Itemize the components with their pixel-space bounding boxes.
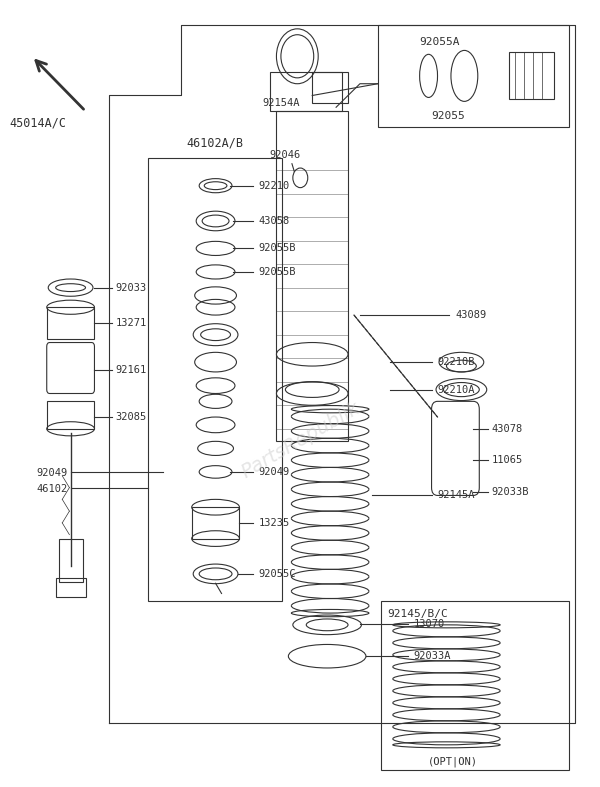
Bar [148,158,283,601]
Text: 92049: 92049 [259,467,290,477]
Text: 92055B: 92055B [259,243,296,253]
Text: 92210: 92210 [259,181,290,190]
Text: 92210B: 92210B [437,357,475,367]
Text: 13235: 13235 [259,518,290,528]
Text: 45014A/C: 45014A/C [9,116,66,130]
Text: 13271: 13271 [115,318,146,328]
Text: 92161: 92161 [115,365,146,375]
Text: 92046: 92046 [269,150,301,161]
Text: 92055: 92055 [431,111,466,121]
Text: 92055B: 92055B [259,267,296,277]
Text: 92145/B/C: 92145/B/C [387,609,448,619]
Bar [378,25,569,127]
Text: PartsRepublik: PartsRepublik [238,399,363,482]
Bar [47,307,94,338]
Text: 92033A: 92033A [413,651,451,661]
Bar [509,53,554,99]
Bar [47,401,94,429]
Bar [381,601,569,770]
Text: 92049: 92049 [37,467,68,478]
Text: (OPT|ON): (OPT|ON) [427,756,478,767]
Bar [312,72,348,103]
Text: 32085: 32085 [115,412,146,422]
Bar [56,578,86,597]
Text: 43058: 43058 [259,216,290,226]
Text: 11065: 11065 [491,455,523,465]
Text: 92055C: 92055C [259,569,296,579]
Text: 92033: 92033 [115,283,146,293]
Text: 46102: 46102 [37,483,68,493]
Text: 92210A: 92210A [437,385,475,394]
Bar [59,538,83,582]
Text: 92154A: 92154A [263,98,300,109]
Bar [277,111,348,441]
Text: 92033B: 92033B [491,486,529,497]
Text: 43089: 43089 [455,310,487,320]
Bar [271,72,342,111]
Text: 92055A: 92055A [419,36,460,46]
Text: 43078: 43078 [491,423,523,434]
Text: 92145A: 92145A [437,490,475,501]
Text: 46102A/B: 46102A/B [187,136,244,150]
Bar [192,507,239,538]
Text: 13070: 13070 [413,619,445,629]
